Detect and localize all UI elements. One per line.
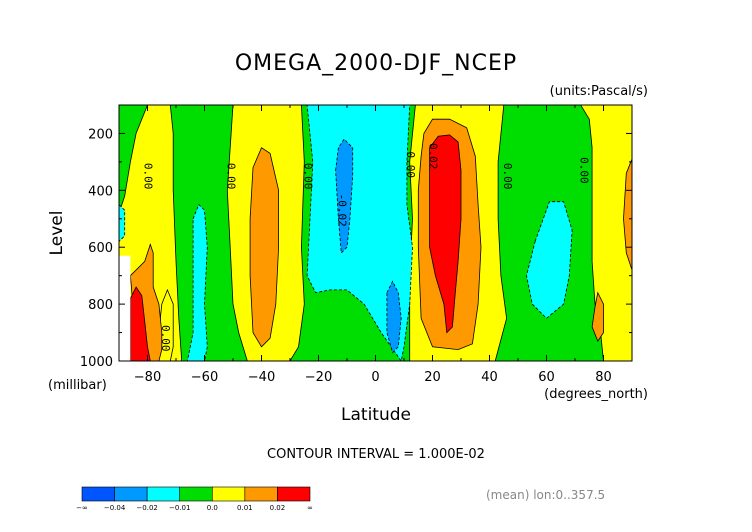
region-orange-minus40: [249, 147, 280, 348]
region-cyan-plus60: [526, 201, 573, 319]
x-tick-label: 0: [371, 370, 379, 385]
contour-label-1: 0.00: [224, 163, 237, 190]
x-tick-label: −20: [305, 370, 332, 385]
contour-label-2: 0.00: [301, 163, 314, 190]
region-orange-plus80: [591, 291, 604, 342]
chart-title: OMEGA_2000-DJF_NCEP: [235, 51, 517, 76]
x-tick-label: 40: [481, 370, 498, 385]
x-tick-label: −40: [248, 370, 275, 385]
region-cyan-left-edge: [119, 204, 126, 243]
contour-fill-regions: [119, 105, 632, 361]
y-axis-label: Level: [47, 211, 67, 256]
colorbar-swatch: [211, 486, 246, 502]
colorbar-label: 0.0: [207, 504, 218, 512]
colorbar-label: −0.04: [104, 504, 126, 512]
colorbar-label: −0.01: [169, 504, 190, 512]
contour-interval-label: CONTOUR INTERVAL = 1.000E-02: [267, 447, 485, 462]
x-tick-label: 60: [538, 370, 555, 385]
region-cyan-center: [306, 105, 413, 361]
colorbar-label: 0.01: [237, 504, 253, 512]
y-tick-label: 400: [88, 184, 113, 199]
x-tick-label: −80: [134, 370, 161, 385]
colorbar-swatch: [146, 486, 181, 502]
region-white-missing: [119, 255, 131, 361]
contour-label-7: 0.00: [578, 157, 591, 184]
y-tick-label: 200: [88, 127, 113, 142]
x-axis-ticks: −80 −60 −40 −20 0 20 40 60 80: [118, 105, 633, 385]
region-cyan-minus60: [186, 203, 208, 361]
y-tick-label: 800: [88, 298, 113, 313]
contour-label-8: 0.00: [159, 325, 172, 352]
colorbar-swatch: [277, 486, 311, 502]
region-yellow-right: [580, 105, 632, 361]
contour-label-3: -0.02: [335, 194, 348, 227]
region-red-plus20: [429, 134, 462, 334]
colorbar-label: ∞: [307, 504, 313, 512]
y-tick-label: 600: [88, 241, 113, 256]
colorbar-label: −0.02: [136, 504, 157, 512]
y-units-label: (millibar): [48, 378, 107, 393]
y-tick-label: 1000: [80, 355, 113, 370]
contour-label-5: 0.02: [427, 143, 440, 170]
colorbar-label: 0.02: [270, 504, 286, 512]
mean-label: (mean) lon:0..357.5: [486, 488, 605, 502]
x-axis-label: Latitude: [341, 405, 411, 425]
contour-label-6: 0.00: [501, 163, 514, 190]
contour-labels: 0.00 0.00 0.00 -0.02 0.00 0.02 0.00 0.00 0.00: [142, 143, 591, 352]
colorbar-swatch: [114, 486, 148, 502]
x-tick-label: 80: [595, 370, 612, 385]
units-label: (units:Pascal/s): [550, 84, 648, 99]
colorbar-label: −∞: [76, 504, 88, 512]
contour-label-4: 0.00: [404, 151, 417, 178]
colorbar: −∞ −0.04 −0.02 −0.01 0.0 0.01 0.02 ∞: [76, 486, 313, 512]
region-blue-lower: [386, 280, 402, 354]
x-tick-label: −60: [191, 370, 218, 385]
region-orange-right: [623, 158, 632, 271]
region-blue-center: [335, 138, 354, 254]
x-tick-label: 20: [424, 370, 441, 385]
colorbar-swatch: [81, 486, 115, 502]
colorbar-swatch: [244, 486, 278, 502]
colorbar-swatch: [179, 486, 213, 502]
contour-label-0: 0.00: [142, 163, 155, 190]
y-axis-ticks: 200 400 600 800 1000: [80, 104, 632, 370]
x-units-label: (degrees_north): [544, 387, 648, 402]
